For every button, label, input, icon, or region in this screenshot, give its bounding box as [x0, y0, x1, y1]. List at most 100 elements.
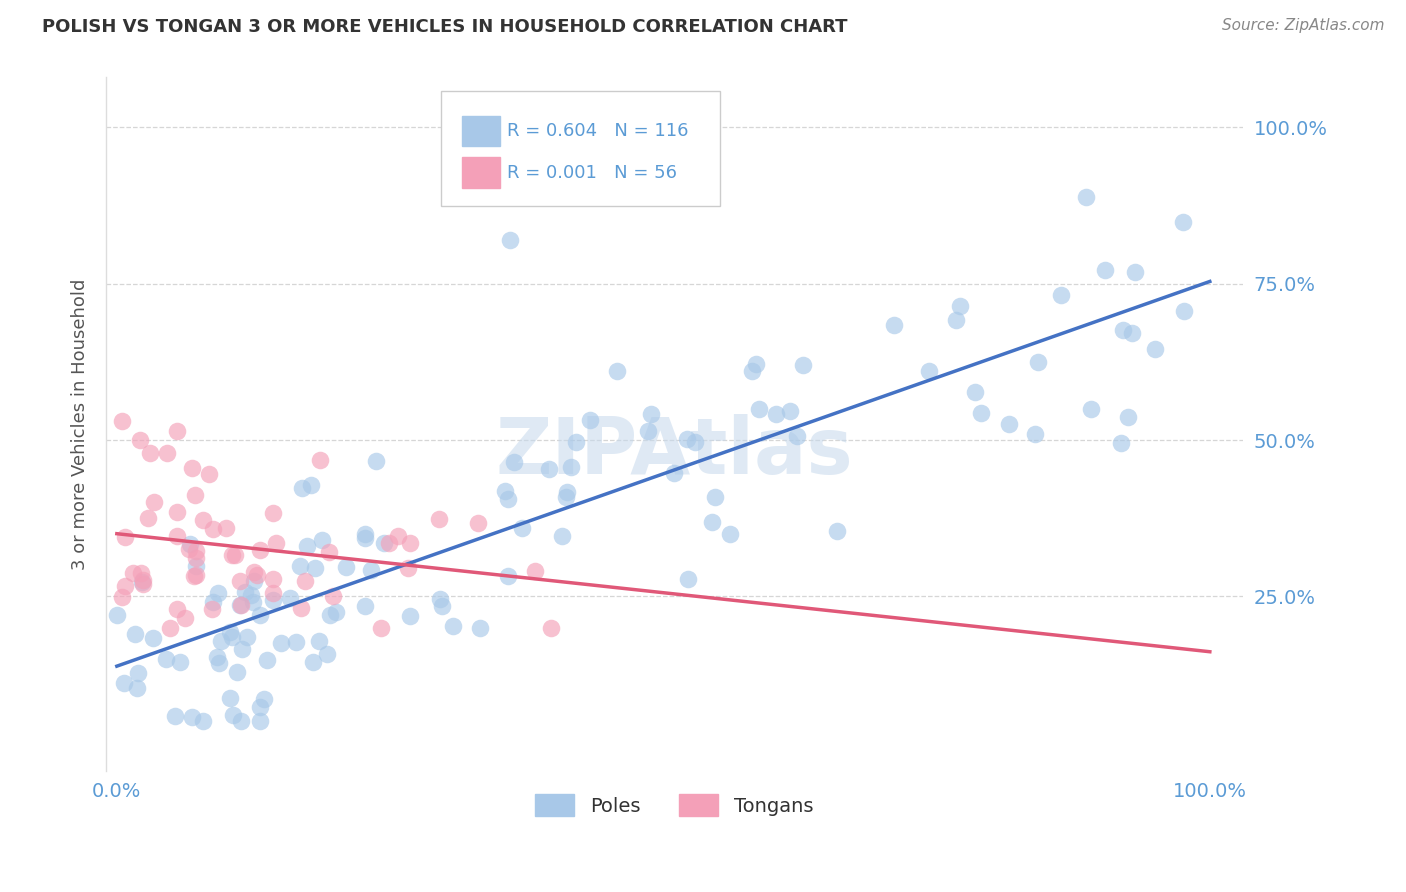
Point [998, 417, 1021, 431]
Point [396, 560, 419, 574]
Point [540, 621, 562, 635]
Point [718, 527, 741, 541]
Point [139, 445, 162, 459]
Point [1109, 435, 1132, 450]
Text: POLISH VS TONGAN 3 OR MORE VEHICLES IN HOUSEHOLD CORRELATION CHART: POLISH VS TONGAN 3 OR MORE VEHICLES IN H… [42, 18, 848, 36]
Point [166, 602, 188, 616]
Point [285, 634, 308, 648]
Point [825, 524, 848, 538]
FancyBboxPatch shape [461, 157, 501, 188]
Point [256, 653, 278, 667]
Point [748, 401, 770, 416]
Point [299, 478, 322, 492]
Point [239, 588, 262, 602]
Point [142, 631, 165, 645]
Point [1111, 323, 1133, 337]
Point [579, 413, 602, 427]
Point [353, 599, 375, 613]
Text: R = 0.001   N = 56: R = 0.001 N = 56 [508, 163, 678, 181]
Point [765, 407, 787, 421]
Point [949, 299, 972, 313]
Point [675, 432, 697, 446]
Point [114, 579, 136, 593]
Point [315, 647, 337, 661]
Point [262, 506, 284, 520]
Point [224, 548, 246, 562]
Point [124, 627, 146, 641]
Point [173, 611, 195, 625]
Point [378, 536, 401, 550]
Point [291, 481, 314, 495]
Point [468, 621, 491, 635]
Point [183, 569, 205, 583]
Point [231, 642, 253, 657]
Point [184, 558, 207, 573]
Point [262, 572, 284, 586]
Point [229, 599, 252, 613]
Point [779, 403, 801, 417]
Point [637, 424, 659, 438]
Point [233, 585, 256, 599]
Point [202, 595, 225, 609]
Point [111, 590, 134, 604]
Point [236, 630, 259, 644]
Point [399, 536, 422, 550]
Point [249, 714, 271, 729]
Point [207, 656, 229, 670]
Point [166, 424, 188, 438]
Point [290, 601, 312, 615]
Point [132, 573, 155, 587]
Point [112, 676, 135, 690]
Point [142, 495, 165, 509]
Point [322, 589, 344, 603]
Point [125, 681, 148, 695]
Point [918, 364, 941, 378]
Point [138, 511, 160, 525]
Point [496, 491, 519, 506]
Point [111, 414, 134, 428]
Point [429, 591, 451, 606]
Point [494, 483, 516, 498]
Point [278, 591, 301, 606]
Point [288, 558, 311, 573]
Point [360, 563, 382, 577]
Point [370, 621, 392, 635]
Point [159, 621, 181, 635]
Point [441, 619, 464, 633]
Point [555, 491, 578, 505]
Point [229, 598, 252, 612]
Point [184, 550, 207, 565]
Point [499, 233, 522, 247]
Point [387, 529, 409, 543]
Point [467, 516, 489, 531]
FancyBboxPatch shape [441, 91, 720, 206]
Point [319, 608, 342, 623]
Point [225, 665, 247, 679]
Point [792, 358, 814, 372]
Point [496, 568, 519, 582]
Point [1076, 190, 1098, 204]
Point [565, 434, 588, 449]
Point [184, 567, 207, 582]
Point [555, 485, 578, 500]
Point [295, 539, 318, 553]
Point [1173, 215, 1195, 229]
Point [201, 602, 224, 616]
Point [253, 691, 276, 706]
Point [184, 488, 207, 502]
Point [209, 634, 232, 648]
Point [1123, 265, 1146, 279]
Point [302, 655, 325, 669]
Point [222, 707, 245, 722]
Point [242, 565, 264, 579]
Point [221, 548, 243, 562]
Point [179, 537, 201, 551]
Point [205, 650, 228, 665]
Point [122, 566, 145, 581]
Point [181, 709, 204, 723]
Point [105, 608, 128, 623]
Point [166, 529, 188, 543]
Point [700, 515, 723, 529]
Point [1116, 410, 1139, 425]
Point [308, 452, 330, 467]
